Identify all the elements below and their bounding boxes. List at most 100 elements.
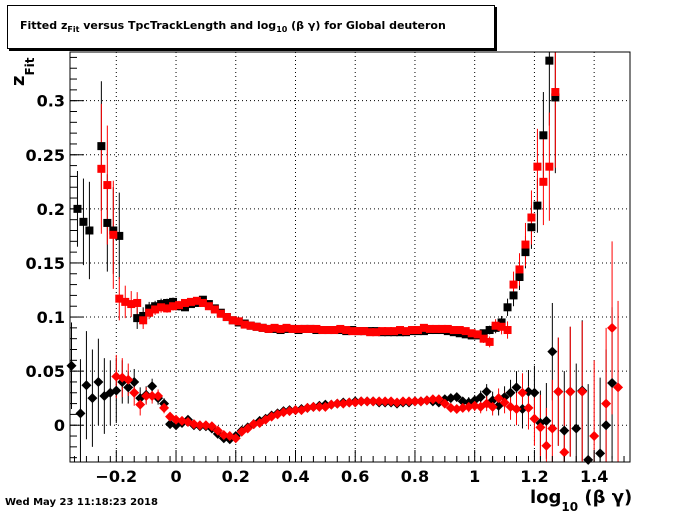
x-tick-label: 0.4 xyxy=(281,467,309,486)
data-point-series-3 xyxy=(374,396,385,407)
data-point-series-3 xyxy=(123,374,134,385)
data-point-series-1 xyxy=(449,326,458,335)
data-point-series-1 xyxy=(127,300,136,309)
x-tick-label: 0.8 xyxy=(401,467,429,486)
data-point-series-1 xyxy=(443,324,452,333)
data-point-series-0 xyxy=(133,314,142,323)
data-point-series-2 xyxy=(66,360,77,371)
data-point-series-3 xyxy=(344,397,355,408)
data-point-series-1 xyxy=(491,321,500,330)
data-point-series-0 xyxy=(485,326,494,335)
data-point-series-3 xyxy=(487,401,498,412)
data-point-series-0 xyxy=(115,231,124,240)
data-point-series-3 xyxy=(332,398,343,409)
data-point-series-0 xyxy=(97,142,106,151)
data-point-series-1 xyxy=(336,324,345,333)
data-point-series-1 xyxy=(419,323,428,332)
data-point-series-3 xyxy=(547,423,558,434)
data-point-series-1 xyxy=(425,324,434,333)
data-point-series-1 xyxy=(527,213,536,222)
data-point-series-1 xyxy=(473,330,482,339)
data-point-series-3 xyxy=(206,421,217,432)
data-point-series-3 xyxy=(129,387,140,398)
data-point-series-1 xyxy=(97,164,106,173)
data-point-series-1 xyxy=(282,323,291,332)
data-point-series-1 xyxy=(348,327,357,336)
data-point-series-0 xyxy=(527,223,536,232)
x-tick-label: 1.2 xyxy=(520,467,548,486)
data-point-series-2 xyxy=(123,382,134,393)
data-point-series-3 xyxy=(308,401,319,412)
data-point-series-1 xyxy=(318,326,327,335)
y-tick-label: 0 xyxy=(54,416,65,435)
data-point-series-0 xyxy=(533,201,542,210)
markers xyxy=(66,56,624,465)
data-point-series-2 xyxy=(111,385,122,396)
y-tick-label: 0.3 xyxy=(37,92,65,111)
data-point-series-2 xyxy=(547,346,558,357)
data-point-series-0 xyxy=(85,226,94,235)
data-point-series-0 xyxy=(551,93,560,102)
data-point-series-1 xyxy=(145,308,154,317)
data-point-series-3 xyxy=(511,403,522,414)
data-point-series-3 xyxy=(409,396,420,407)
data-point-series-3 xyxy=(153,391,164,402)
data-point-series-3 xyxy=(439,398,450,409)
data-point-series-0 xyxy=(139,311,148,320)
data-point-series-1 xyxy=(509,280,518,289)
data-point-series-1 xyxy=(396,326,405,335)
data-point-series-1 xyxy=(192,296,201,305)
data-point-series-1 xyxy=(151,305,160,314)
data-point-series-0 xyxy=(79,217,88,226)
data-point-series-2 xyxy=(93,376,104,387)
data-point-series-1 xyxy=(515,265,524,274)
data-point-series-3 xyxy=(565,386,576,397)
title-box: Fitted zFit versus TpcTrackLength and lo… xyxy=(7,5,495,49)
data-point-series-2 xyxy=(571,423,582,434)
data-point-series-1 xyxy=(342,326,351,335)
data-point-series-3 xyxy=(589,431,600,442)
data-point-series-1 xyxy=(413,326,422,335)
data-point-series-0 xyxy=(145,304,154,313)
data-point-series-2 xyxy=(559,425,570,436)
data-point-series-0 xyxy=(163,298,172,307)
data-point-series-1 xyxy=(306,324,315,333)
data-point-series-1 xyxy=(234,317,243,326)
y-tick-label: 0.25 xyxy=(26,146,65,165)
data-point-series-0 xyxy=(103,218,112,227)
data-point-series-1 xyxy=(354,327,363,336)
grid-lines xyxy=(70,52,630,462)
data-point-series-1 xyxy=(407,326,416,335)
data-point-series-3 xyxy=(613,382,624,393)
data-point-series-1 xyxy=(539,177,548,186)
data-point-series-1 xyxy=(545,162,554,171)
data-point-series-2 xyxy=(75,408,86,419)
data-point-series-1 xyxy=(360,327,369,336)
data-point-series-1 xyxy=(222,313,231,322)
data-point-series-1 xyxy=(109,230,118,239)
data-point-series-1 xyxy=(270,323,279,332)
data-point-series-1 xyxy=(431,324,440,333)
data-point-series-1 xyxy=(288,324,297,333)
data-point-series-1 xyxy=(384,327,393,336)
data-point-series-3 xyxy=(159,402,170,413)
data-point-series-0 xyxy=(109,226,118,235)
data-point-series-3 xyxy=(380,396,391,407)
data-point-series-1 xyxy=(258,323,267,332)
data-point-series-0 xyxy=(180,303,189,312)
data-point-series-2 xyxy=(451,392,462,403)
data-point-series-3 xyxy=(398,396,409,407)
y-axis-title: zFit xyxy=(8,57,37,86)
data-point-series-1 xyxy=(497,322,506,331)
data-point-series-1 xyxy=(115,294,124,303)
data-point-series-3 xyxy=(427,394,438,405)
data-point-series-0 xyxy=(521,248,530,257)
data-point-series-1 xyxy=(210,305,219,314)
data-point-series-1 xyxy=(330,326,339,335)
data-point-series-1 xyxy=(121,297,130,306)
data-point-series-0 xyxy=(169,297,178,306)
data-point-series-3 xyxy=(535,422,546,433)
tick-labels: −0.2 0 0.2 0.4 0.6 0.8 1 1.2 1.4 0 0.05 0.1 0.15 0.2 0… xyxy=(26,92,609,486)
data-point-series-1 xyxy=(533,162,542,171)
data-point-series-0 xyxy=(515,273,524,282)
